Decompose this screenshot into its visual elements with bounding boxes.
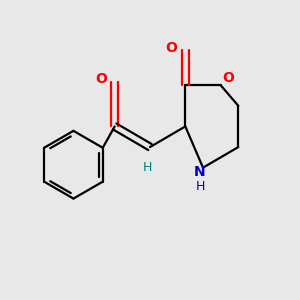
Text: H: H [195, 180, 205, 193]
Text: N: N [194, 165, 206, 179]
Text: O: O [95, 72, 107, 86]
Text: H: H [142, 161, 152, 174]
Text: O: O [166, 41, 177, 56]
Text: O: O [222, 71, 234, 85]
